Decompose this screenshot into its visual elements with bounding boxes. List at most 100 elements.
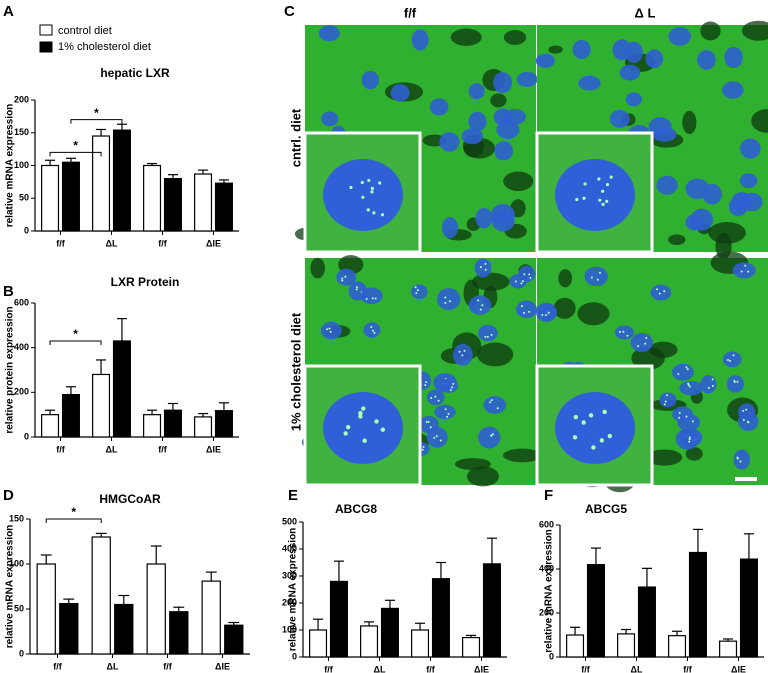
significance-label: * <box>71 505 76 519</box>
nucleus <box>685 178 710 199</box>
nucleus <box>468 295 492 315</box>
dot <box>433 436 436 439</box>
y-tick-label: 100 <box>14 160 29 170</box>
bar <box>92 135 111 232</box>
significance-label: * <box>73 327 78 341</box>
dot <box>688 436 691 439</box>
dot <box>444 301 447 304</box>
dot <box>373 331 376 334</box>
dot <box>523 311 526 314</box>
dot <box>605 182 610 187</box>
nucleus <box>478 324 498 342</box>
y-axis-label: relative mRNA expression <box>544 529 555 653</box>
x-tick-label: f/f <box>158 238 167 248</box>
nucleus <box>739 138 761 159</box>
nucleus <box>441 216 459 239</box>
legend-label: 1% cholesterol diet <box>58 41 151 53</box>
dark-region <box>476 342 514 367</box>
dot <box>583 182 587 186</box>
dot <box>374 297 377 300</box>
dot <box>326 328 329 331</box>
y-tick-label: 0 <box>24 431 29 441</box>
dark-region <box>751 109 768 133</box>
dot <box>458 350 461 353</box>
nucleus <box>572 39 591 60</box>
x-tick-label: ΔIE <box>731 664 746 673</box>
nucleus <box>672 406 694 422</box>
x-tick-label: ΔL <box>106 238 118 248</box>
nucleus <box>722 351 742 368</box>
significance-bracket <box>45 518 102 523</box>
bar <box>617 633 636 658</box>
dot <box>655 288 658 291</box>
dot <box>607 433 613 439</box>
legend-swatch <box>39 24 53 36</box>
y-tick-label: 200 <box>539 607 554 617</box>
y-axis-label: relative protein expression <box>5 306 16 433</box>
dot <box>687 382 690 385</box>
x-tick-label: ΔL <box>631 664 643 673</box>
dot <box>745 408 748 411</box>
x-tick-label: f/f <box>56 444 65 454</box>
bar <box>668 635 687 658</box>
dot <box>414 286 417 289</box>
y-tick-label: 300 <box>282 570 297 580</box>
nucleus <box>685 214 703 231</box>
dot <box>678 411 681 414</box>
dot <box>528 273 531 276</box>
bar <box>380 607 399 658</box>
x-tick-label: ΔIE <box>206 444 221 454</box>
dot <box>711 378 714 381</box>
dot <box>590 276 593 279</box>
column-label: Δ L <box>635 5 656 20</box>
dot <box>747 270 750 273</box>
dot <box>736 380 739 383</box>
dot <box>597 177 601 181</box>
dot <box>328 327 331 330</box>
y-tick-label: 150 <box>9 513 24 523</box>
dot <box>727 358 730 361</box>
inset-nucleus <box>555 159 635 231</box>
y-tick-label: 600 <box>14 297 29 307</box>
bar <box>91 536 111 655</box>
nucleus <box>468 83 485 100</box>
dot <box>349 185 353 190</box>
nucleus <box>645 49 664 69</box>
column-label: f/f <box>404 5 417 20</box>
y-tick-label: 100 <box>282 624 297 634</box>
bar <box>194 416 213 438</box>
dot <box>496 407 499 410</box>
x-tick-label: f/f <box>683 664 692 673</box>
bar <box>92 373 111 438</box>
y-tick-label: 50 <box>14 603 24 613</box>
dot <box>344 275 347 278</box>
dot <box>688 385 691 388</box>
dot <box>361 195 365 199</box>
nucleus <box>474 258 492 278</box>
dot <box>663 403 666 406</box>
nucleus <box>411 284 428 300</box>
dot <box>609 175 613 179</box>
nucleus <box>675 428 700 450</box>
dot <box>479 308 482 311</box>
nucleus <box>318 25 340 42</box>
dark-region <box>685 447 703 461</box>
dot <box>461 354 464 357</box>
chart-title: ABCG5 <box>585 502 627 516</box>
dot <box>444 408 447 411</box>
dot <box>602 409 607 415</box>
dot <box>598 271 601 274</box>
nucleus <box>475 207 493 229</box>
dot <box>663 290 666 293</box>
dot <box>520 282 523 285</box>
legend-label: control diet <box>58 25 112 37</box>
dot <box>422 445 425 448</box>
dot <box>481 304 484 307</box>
dot <box>686 368 689 371</box>
nucleus <box>360 287 383 305</box>
dot <box>477 299 480 302</box>
chart-title: ABCG8 <box>335 502 377 516</box>
nucleus <box>363 322 381 338</box>
bar <box>719 640 738 658</box>
